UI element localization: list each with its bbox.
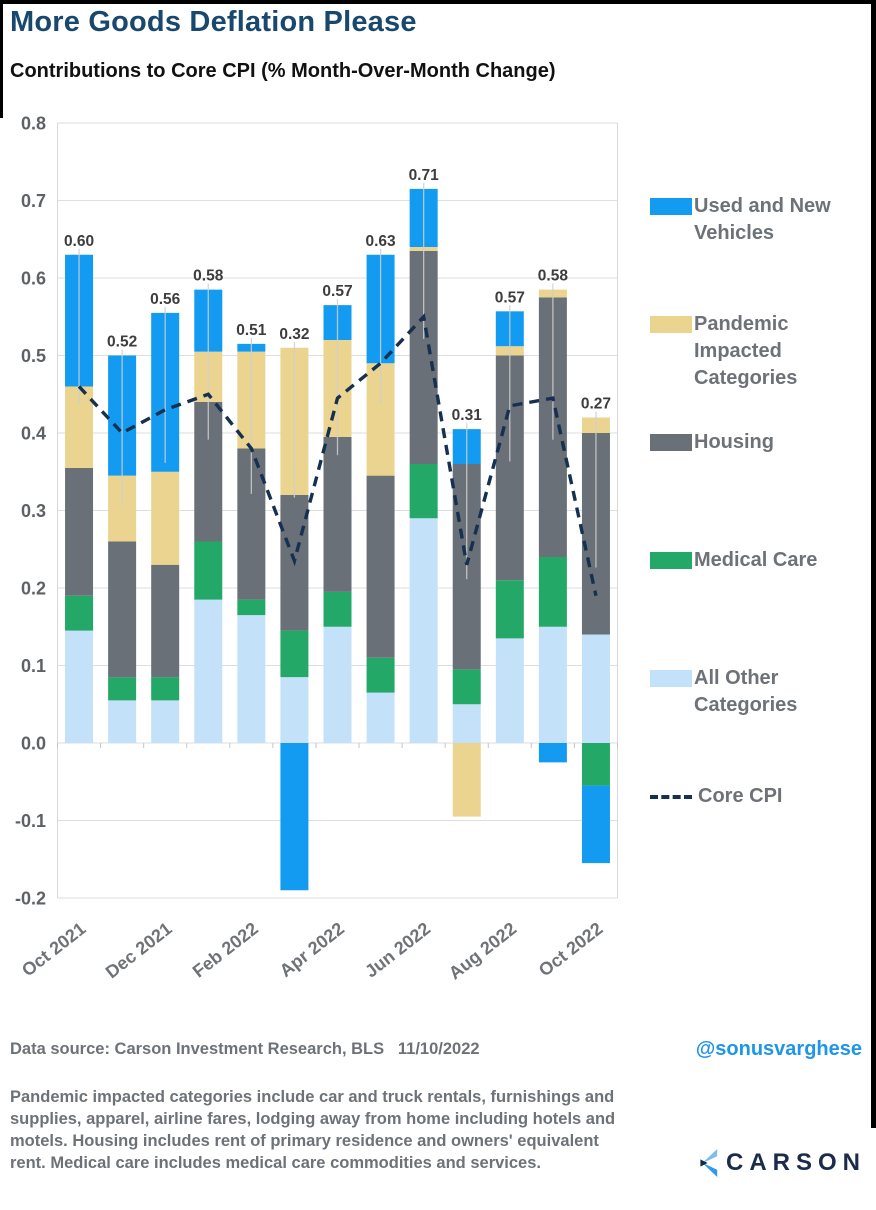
pandemic-swatch: [650, 316, 692, 333]
svg-text:0.31: 0.31: [452, 407, 483, 424]
svg-text:0.57: 0.57: [495, 289, 525, 306]
vehicles-swatch: [650, 198, 692, 215]
svg-text:0.57: 0.57: [322, 283, 352, 300]
core-cpi-dash-swatch: [650, 795, 692, 799]
svg-text:0.51: 0.51: [236, 322, 267, 339]
svg-text:-0.1: -0.1: [15, 811, 46, 831]
carson-wordmark: CARSON: [725, 1149, 866, 1176]
legend-item-all-other: All Other Categories: [650, 665, 870, 719]
data-source-line: Data source: Carson Investment Research,…: [10, 1040, 480, 1058]
svg-text:Aug 2022: Aug 2022: [445, 918, 520, 983]
medical-swatch: [650, 552, 692, 569]
legend-label: Pandemic Impacted Categories: [694, 313, 798, 389]
top-border: [0, 0, 876, 4]
left-border: [0, 0, 3, 118]
carson-logo: CARSON: [694, 1138, 866, 1188]
svg-text:0.58: 0.58: [538, 268, 569, 285]
svg-text:0.2: 0.2: [21, 579, 46, 599]
svg-text:0.52: 0.52: [107, 334, 137, 351]
svg-text:Apr 2022: Apr 2022: [276, 918, 348, 981]
legend-label: Medical Care: [694, 549, 818, 571]
svg-text:Dec 2021: Dec 2021: [102, 918, 176, 982]
housing-swatch: [650, 434, 692, 451]
all-other-swatch: [650, 670, 692, 687]
svg-text:0.6: 0.6: [21, 269, 46, 289]
legend-label: Housing: [694, 431, 774, 453]
legend-item-housing: Housing: [650, 429, 870, 456]
svg-text:Oct 2021: Oct 2021: [18, 918, 89, 980]
svg-text:0.58: 0.58: [193, 268, 224, 285]
svg-text:0.27: 0.27: [581, 396, 611, 413]
svg-text:0.4: 0.4: [21, 424, 46, 444]
svg-text:Jun 2022: Jun 2022: [361, 918, 434, 981]
legend-label: Core CPI: [698, 785, 783, 807]
legend-label: All Other Categories: [694, 667, 798, 716]
legend-item-medical-care: Medical Care: [650, 547, 870, 574]
svg-text:0.63: 0.63: [365, 233, 396, 250]
carson-logo-icon: [700, 1149, 718, 1177]
svg-text:0.5: 0.5: [21, 346, 46, 366]
svg-text:Oct 2022: Oct 2022: [535, 918, 606, 980]
svg-text:0.8: 0.8: [21, 114, 46, 134]
stacked-bar-chart-svg: 0.8 0.7 0.6 0.5 0.4 0.3 0.2 0.1 0.0 -0.1 -0.2 0.60 0…: [15, 114, 618, 983]
svg-text:0.1: 0.1: [21, 656, 46, 676]
svg-text:0.32: 0.32: [279, 326, 309, 343]
svg-text:0.60: 0.60: [64, 233, 94, 250]
cpi-contributions-chart: 0.8 0.7 0.6 0.5 0.4 0.3 0.2 0.1 0.0 -0.1 -0.2 0.60 0…: [0, 95, 648, 1010]
legend-label: Used and New Vehicles: [694, 195, 831, 244]
chart-subtitle: Contributions to Core CPI (% Month-Over-…: [10, 60, 556, 82]
legend-item-core-cpi: Core CPI: [650, 783, 870, 810]
svg-text:0.56: 0.56: [150, 291, 181, 308]
legend-item-pandemic-categories: Pandemic Impacted Categories: [650, 311, 870, 392]
svg-text:0.3: 0.3: [21, 501, 46, 521]
legend-item-used-new-vehicles: Used and New Vehicles: [650, 193, 870, 247]
page-title: More Goods Deflation Please: [10, 6, 417, 38]
footnote-text: Pandemic impacted categories include car…: [10, 1088, 616, 1172]
svg-text:0.71: 0.71: [409, 167, 440, 184]
right-border: [871, 0, 876, 1128]
svg-text:0.0: 0.0: [21, 734, 46, 754]
svg-text:0.7: 0.7: [21, 191, 46, 211]
svg-text:-0.2: -0.2: [15, 889, 46, 909]
svg-text:Feb 2022: Feb 2022: [189, 918, 262, 981]
twitter-handle: @sonusvarghese: [695, 1038, 862, 1060]
